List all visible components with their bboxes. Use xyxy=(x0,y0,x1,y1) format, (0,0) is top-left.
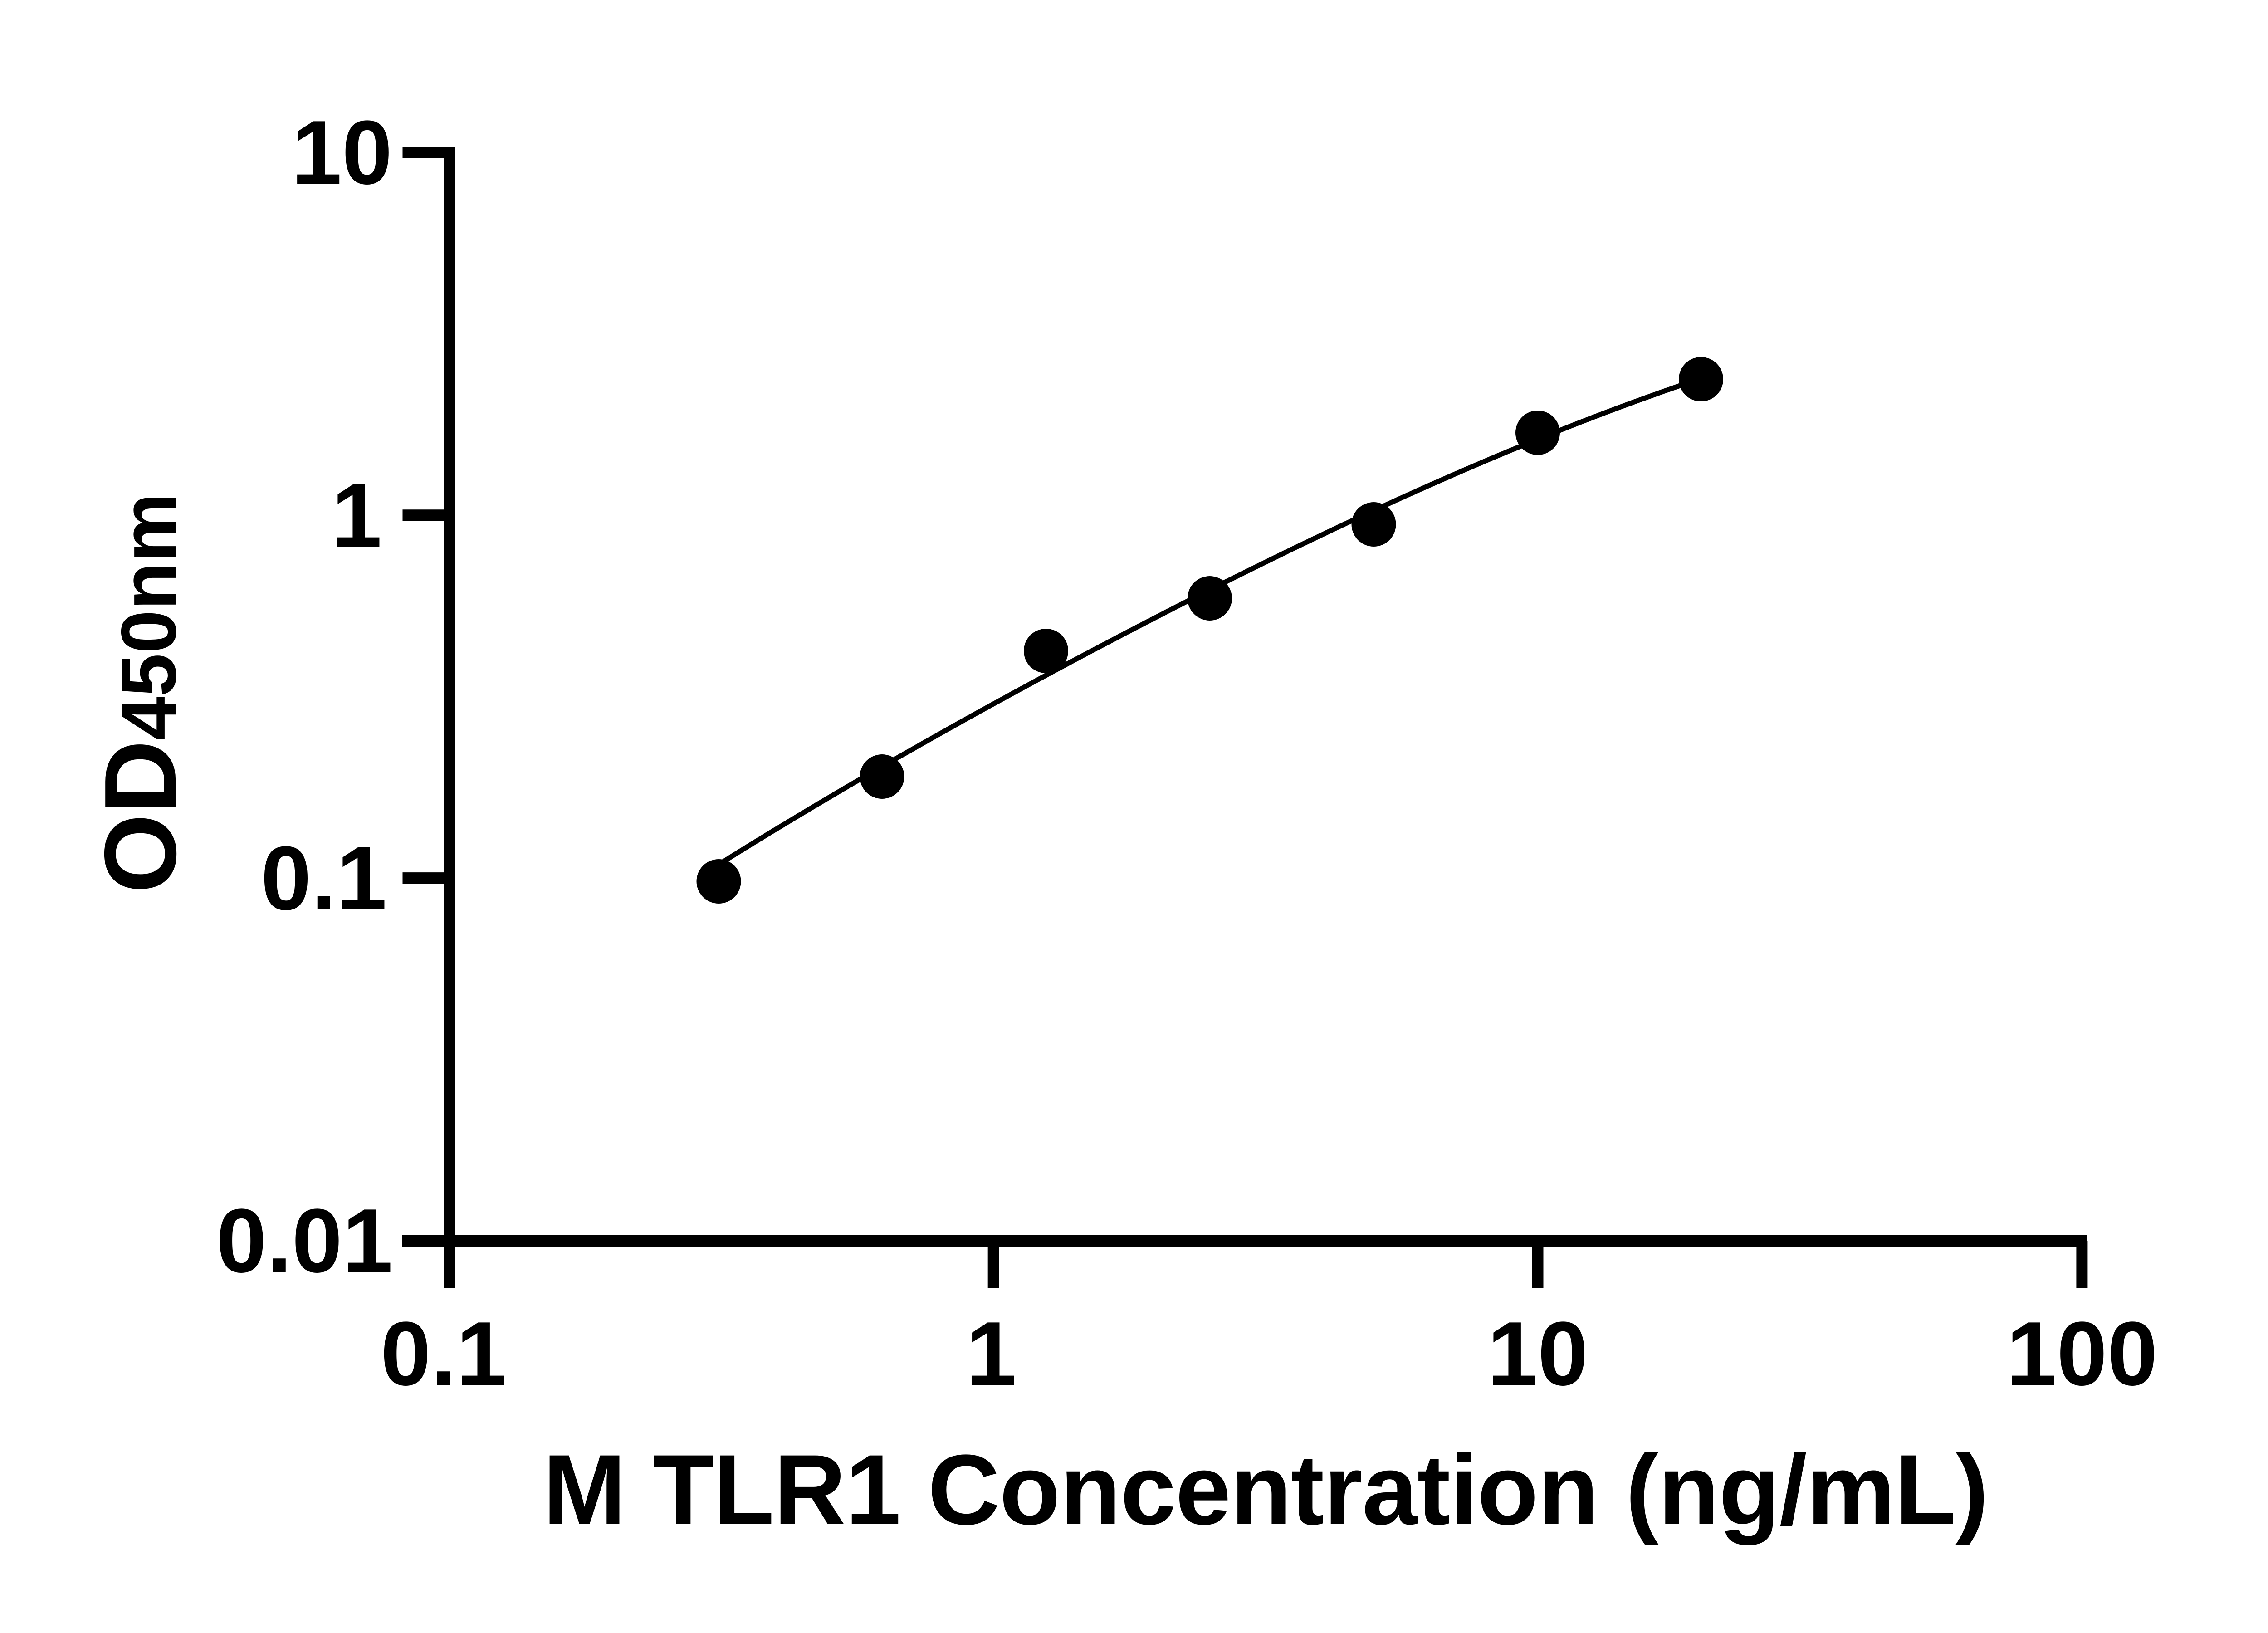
svg-text:1: 1 xyxy=(966,1303,1016,1404)
svg-text:0.1: 0.1 xyxy=(261,828,387,929)
svg-text:0.01: 0.01 xyxy=(216,1190,393,1291)
svg-text:OD450nm: OD450nm xyxy=(83,493,197,893)
svg-text:10: 10 xyxy=(292,102,392,203)
svg-text:0.1: 0.1 xyxy=(381,1303,507,1404)
svg-text:100: 100 xyxy=(2006,1303,2158,1404)
svg-text:10: 10 xyxy=(1487,1303,1588,1404)
svg-text:1: 1 xyxy=(332,465,382,566)
svg-text:M TLR1 Concentration (ng/mL): M TLR1 Concentration (ng/mL) xyxy=(543,1434,1988,1545)
